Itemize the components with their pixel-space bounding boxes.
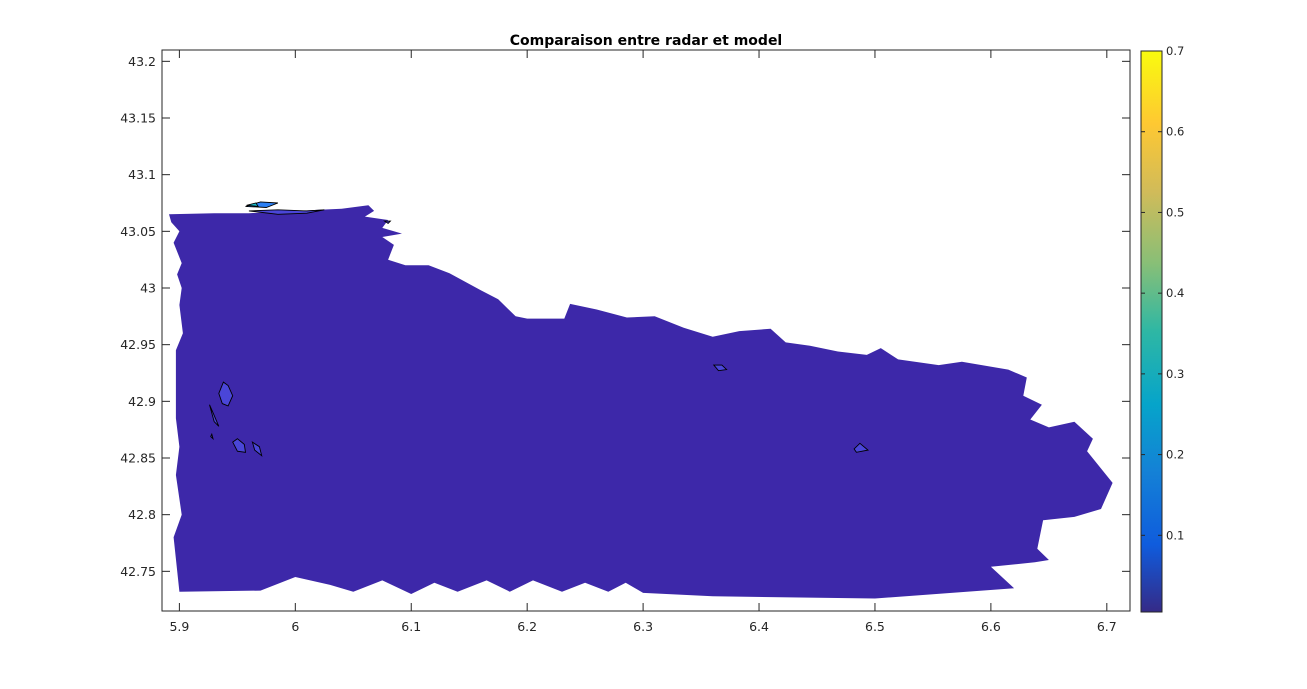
y-tick-label: 43.15 [120, 111, 156, 126]
colorbar-tick-label: 0.3 [1166, 367, 1184, 381]
y-axis: 42.75 42.8 42.85 42.9 42.95 43 43.05 43.1 43.15 4… [120, 54, 1130, 579]
colorbar-ticks: 0.1 0.2 0.3 0.4 0.5 0.6 0.7 [1141, 44, 1184, 542]
contour-patch-1 [209, 404, 220, 427]
colorbar-tick-label: 0.5 [1166, 205, 1184, 219]
x-tick-label: 6.4 [749, 619, 769, 634]
y-tick-label: 42.8 [128, 507, 156, 522]
y-tick-label: 43.1 [128, 167, 156, 182]
y-tick-label: 42.95 [120, 337, 156, 352]
x-tick-label: 6.3 [633, 619, 653, 634]
contour-patch-6 [853, 442, 870, 453]
y-tick-label: 42.9 [128, 394, 156, 409]
x-tick-label: 6.5 [865, 619, 885, 634]
contour-patch-5 [712, 364, 728, 372]
contour-patch-4 [210, 432, 214, 441]
data-region [169, 205, 1113, 599]
colorbar-tick-label: 0.7 [1166, 44, 1184, 58]
x-tick-label: 6 [291, 619, 299, 634]
contour-patch-7 [248, 209, 325, 215]
axes-frame [161, 49, 1131, 612]
x-tick-label: 6.1 [401, 619, 421, 634]
y-tick-label: 42.85 [120, 451, 156, 466]
map-plot[interactable] [169, 201, 1113, 599]
y-tick-label: 42.75 [120, 564, 156, 579]
colorbar [1140, 50, 1163, 613]
x-tick-label: 6.7 [1097, 619, 1117, 634]
colorbar-tick-label: 0.6 [1166, 125, 1184, 139]
y-tick-label: 43.2 [128, 54, 156, 69]
y-tick-label: 43 [140, 281, 156, 296]
contour-patch-0 [218, 381, 234, 407]
x-tick-label: 6.2 [517, 619, 537, 634]
x-tick-label: 6.6 [981, 619, 1001, 634]
contour-patch-10 [383, 220, 392, 224]
colorbar-tick-label: 0.4 [1166, 286, 1184, 300]
x-axis: 5.9 6 6.1 6.2 6.3 6.4 6.5 6.6 6.7 [169, 50, 1117, 634]
colorbar-tick-label: 0.1 [1166, 528, 1184, 542]
contour-patch-2 [232, 438, 247, 453]
x-tick-label: 5.9 [169, 619, 189, 634]
y-tick-label: 43.05 [120, 224, 156, 239]
chart-title: Comparaison entre radar et model [510, 33, 783, 49]
contour-patch-3 [251, 441, 263, 457]
colorbar-tick-label: 0.2 [1166, 448, 1184, 462]
contour-patch-9 [246, 202, 260, 207]
